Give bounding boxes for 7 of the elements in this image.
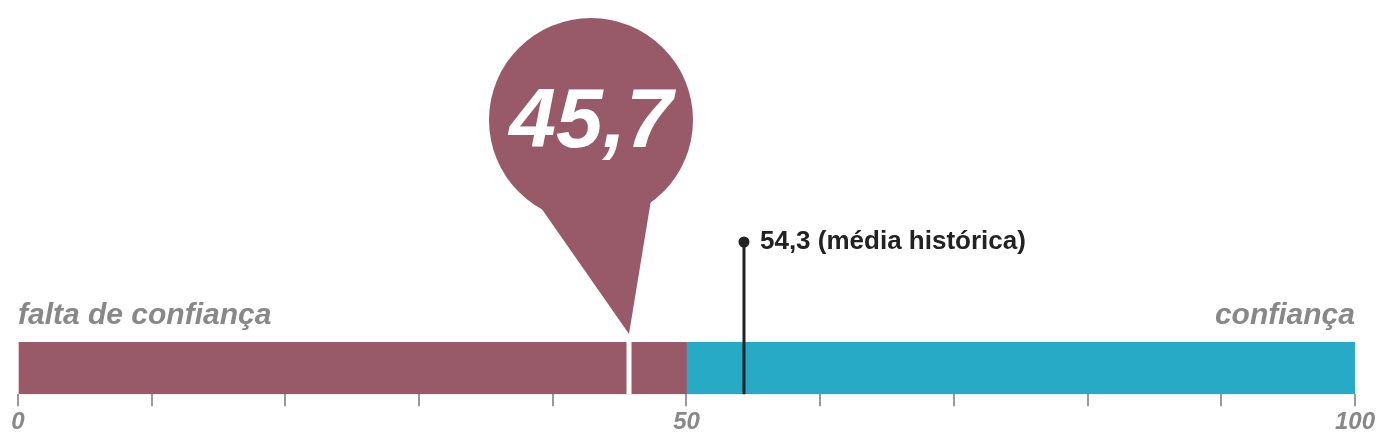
series-label: falta de confiança — [18, 297, 272, 330]
series-label: confiança — [1214, 297, 1355, 330]
x-tick-label: 50 — [673, 407, 701, 435]
x-tick-label: 100 — [1334, 407, 1376, 435]
ref-line-label: 54,3 (média histórica) — [759, 225, 1026, 256]
ref-line-label: 45,7 — [507, 71, 677, 166]
x-tick-label: 0 — [11, 407, 26, 435]
